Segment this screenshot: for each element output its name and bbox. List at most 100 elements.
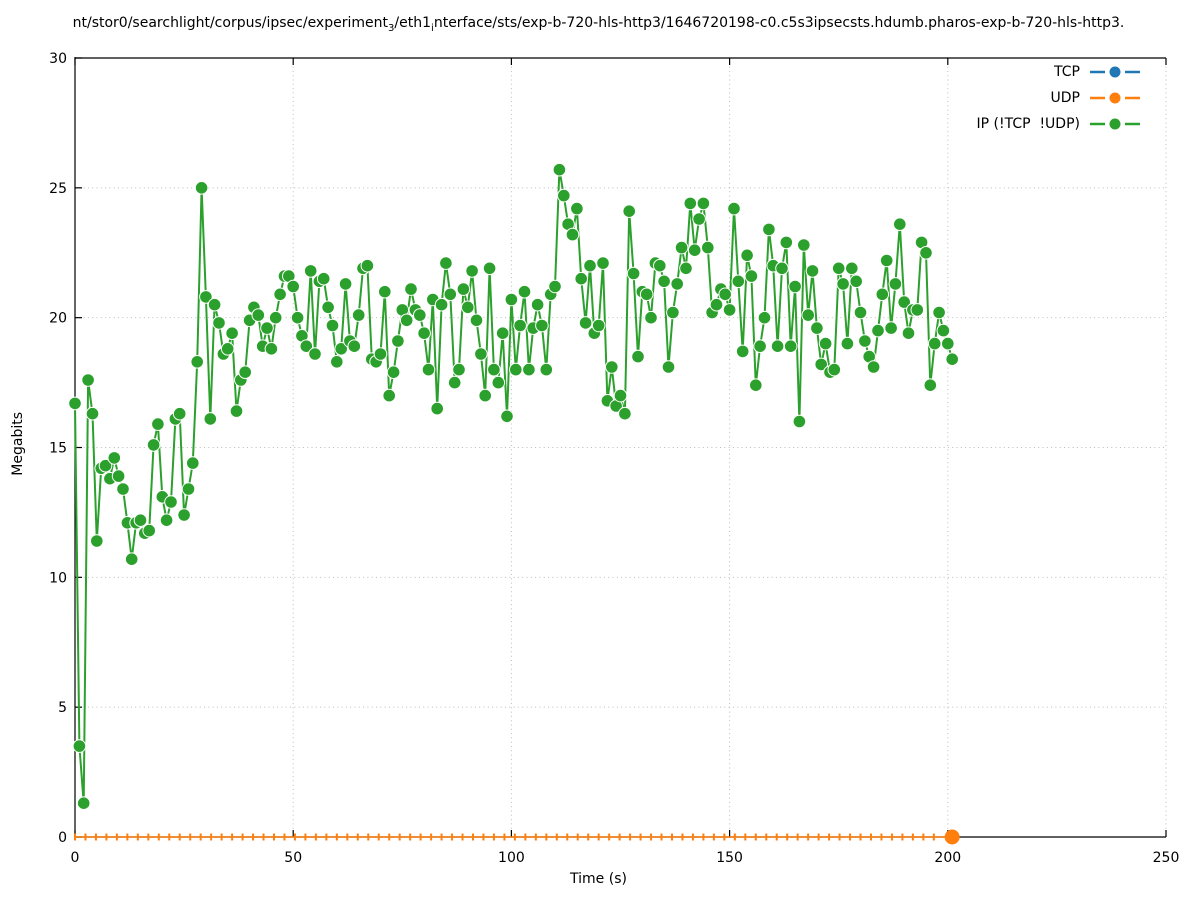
ip-marker — [308, 347, 322, 361]
udp-marker — [733, 833, 736, 841]
udp-marker — [199, 833, 202, 841]
ip-marker — [199, 290, 213, 304]
ip-marker — [98, 458, 113, 473]
ip-marker — [495, 326, 510, 341]
x-tick-label: 50 — [284, 850, 302, 866]
ip-marker — [469, 313, 484, 328]
udp-marker — [618, 833, 621, 841]
legend-label: IP (!TCP !UDP) — [976, 116, 1081, 132]
legend-item-ip-tcp-udp: IP (!TCP !UDP) — [976, 111, 1140, 137]
ip-marker — [666, 305, 680, 320]
udp-marker — [367, 833, 370, 841]
ip-marker — [290, 310, 305, 325]
ip-marker — [238, 365, 252, 380]
ip-marker — [116, 482, 130, 496]
x-tick-label: 250 — [1153, 850, 1180, 866]
ip-marker — [792, 414, 807, 429]
ip-marker — [517, 284, 532, 299]
udp-marker — [231, 833, 234, 841]
udp-marker — [880, 833, 883, 841]
udp-marker — [482, 833, 485, 841]
ip-marker — [177, 508, 191, 522]
udp-marker — [451, 833, 454, 841]
udp-marker — [252, 833, 255, 841]
udp-marker — [84, 833, 87, 841]
legend-label: UDP — [1050, 90, 1080, 106]
ip-marker — [159, 513, 174, 528]
ip-marker — [347, 339, 362, 354]
ip-marker — [797, 238, 811, 252]
title-subscript: i — [431, 22, 434, 34]
udp-marker — [765, 833, 768, 841]
udp-marker — [869, 833, 872, 841]
ip-marker — [783, 339, 798, 354]
ip-marker — [111, 469, 126, 483]
ip-marker — [430, 401, 445, 416]
ip-marker — [674, 240, 689, 255]
udp-marker — [409, 833, 412, 841]
udp-marker — [220, 833, 223, 841]
ip-marker — [657, 274, 671, 289]
udp-marker — [629, 833, 632, 841]
ip-marker — [194, 181, 209, 195]
ip-marker — [923, 378, 938, 393]
ip-marker — [548, 279, 562, 294]
legend: TCP UDP IP (!TCP !UDP) — [976, 59, 1140, 137]
udp-marker — [346, 833, 349, 841]
ip-marker — [85, 406, 100, 421]
udp-marker — [901, 833, 904, 841]
ip-marker — [740, 248, 754, 263]
ip-marker — [701, 240, 715, 255]
ip-marker — [875, 287, 890, 302]
ip-marker — [539, 362, 554, 377]
ip-marker — [578, 316, 593, 330]
ip-marker — [762, 222, 776, 237]
udp-marker — [712, 833, 715, 841]
ip-marker — [443, 287, 458, 302]
ip-marker — [570, 201, 584, 216]
udp-marker — [262, 833, 265, 841]
ip-marker — [146, 438, 161, 452]
udp-marker — [335, 833, 338, 841]
ip-marker — [391, 334, 405, 348]
ip-marker — [591, 318, 606, 333]
udp-marker — [670, 833, 673, 841]
ip-marker — [679, 261, 693, 276]
ip-marker — [727, 201, 741, 216]
udp-marker — [492, 833, 495, 841]
x-tick-label: 200 — [934, 850, 961, 866]
udp-marker — [293, 833, 296, 841]
ip-marker — [491, 375, 506, 390]
udp-marker — [430, 833, 433, 841]
ip-marker — [770, 339, 785, 354]
udp-marker — [838, 833, 841, 841]
ip-marker — [338, 277, 353, 291]
udp-marker — [178, 833, 181, 841]
y-tick-label: 15 — [49, 441, 67, 457]
ip-marker — [500, 409, 514, 424]
ip-marker — [399, 313, 414, 328]
ip-marker — [814, 357, 829, 372]
ip-marker — [557, 188, 571, 203]
udp-marker — [471, 833, 474, 841]
ip-marker — [779, 235, 794, 250]
ip-marker — [661, 360, 676, 374]
ip-marker — [382, 388, 397, 403]
ip-marker — [683, 196, 698, 211]
udp-marker — [272, 833, 275, 841]
udp-marker — [828, 833, 831, 841]
legend-item-tcp: TCP — [977, 59, 1140, 85]
ip-marker — [805, 264, 820, 278]
udp-marker — [304, 833, 307, 841]
ip-marker — [299, 339, 314, 354]
ip-marker — [81, 373, 95, 387]
udp-marker — [503, 833, 506, 841]
ip-marker — [871, 323, 885, 338]
ip-marker — [465, 264, 479, 278]
udp-marker — [189, 833, 192, 841]
udp-marker — [94, 833, 97, 841]
ip-marker — [164, 495, 178, 509]
udp-marker — [283, 833, 286, 841]
udp-marker — [398, 833, 401, 841]
